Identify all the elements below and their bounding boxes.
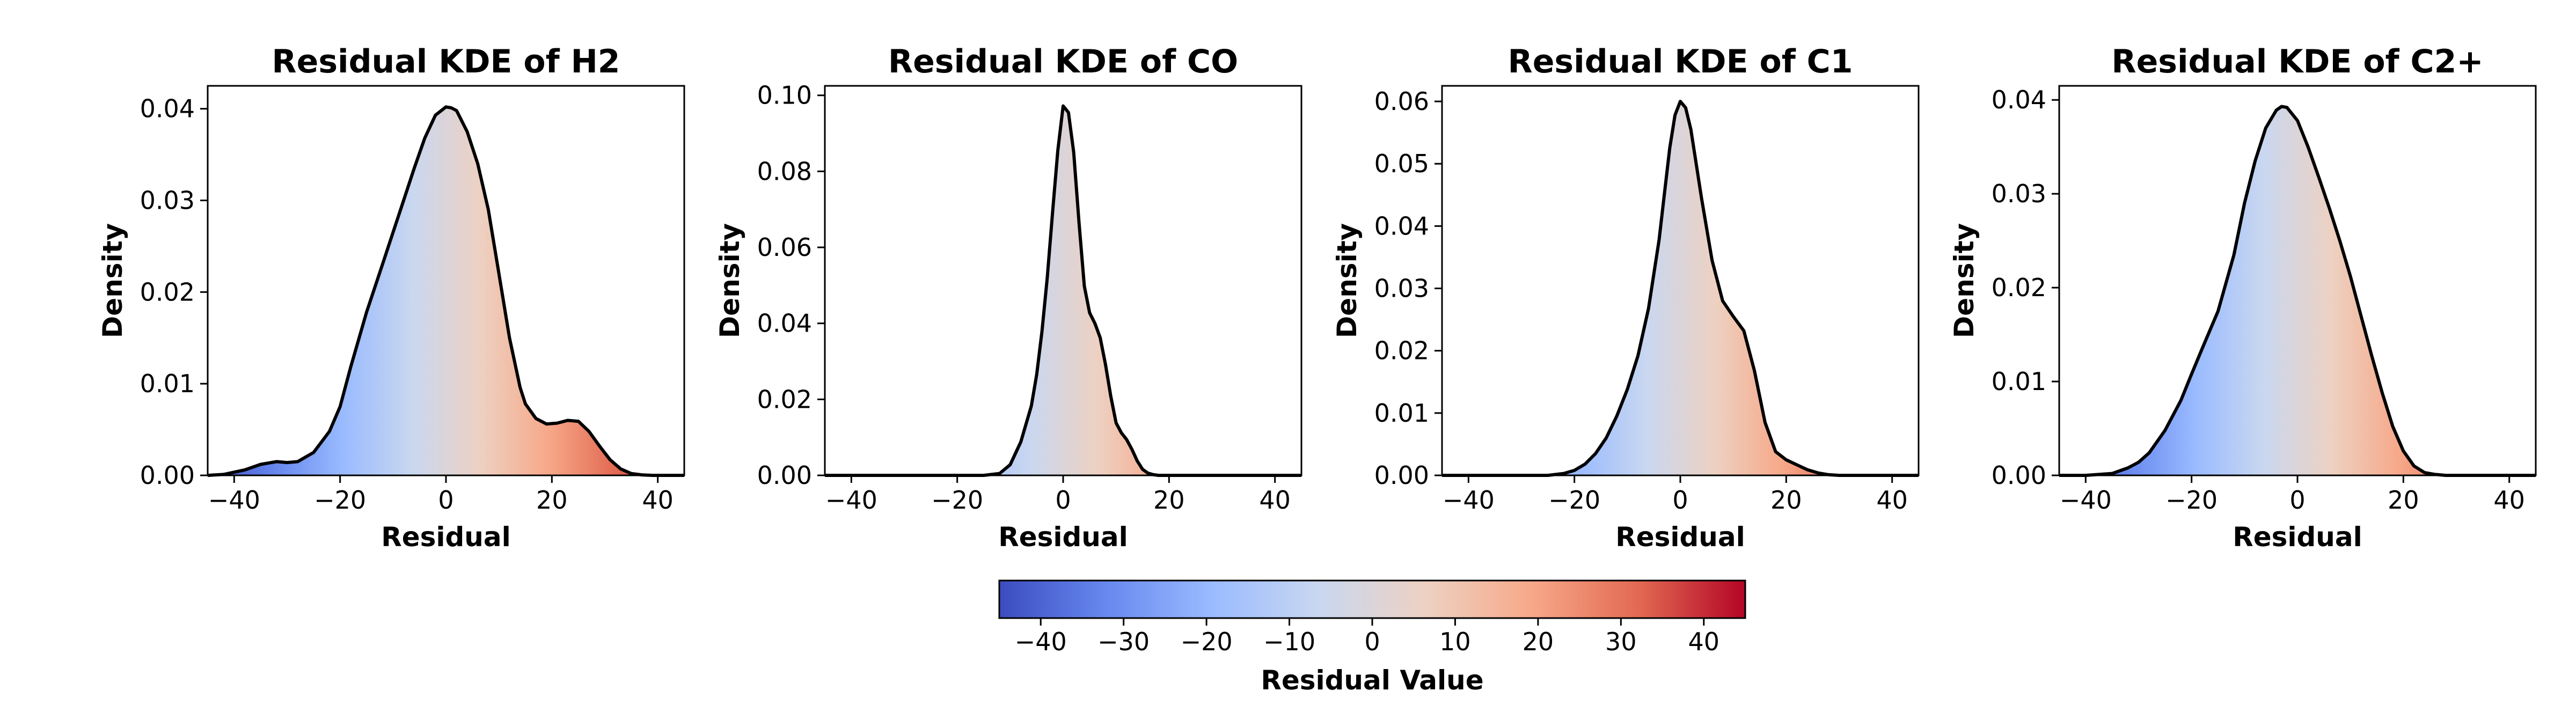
colorbar-tick-label: 0 — [1364, 627, 1380, 656]
x-tick-label: −40 — [1443, 486, 1495, 515]
kde-area — [208, 107, 684, 476]
x-axis-label: Residual — [998, 522, 1128, 553]
colorbar-label: Residual Value — [1261, 665, 1483, 696]
y-tick-label: 0.02 — [1992, 273, 2046, 302]
kde-panel-2: −40 −20 0 20 40 0.00 0.02 0.04 0.06 0.08 0.10 Resid… — [714, 43, 1302, 553]
kde-panel-1: −40 −20 0 20 40 0.00 0.01 0.02 0.03 0.04 Residual … — [97, 43, 685, 553]
y-tick-label: 0.01 — [140, 369, 195, 398]
x-tick-label: 0 — [438, 486, 453, 515]
x-tick-label: −40 — [208, 486, 260, 515]
kde-curve — [825, 104, 1301, 477]
y-tick-label: 0.00 — [757, 461, 812, 490]
chart-title: Residual KDE of C1 — [1508, 43, 1853, 80]
y-axis-label: Density — [97, 223, 128, 338]
kde-curve — [2059, 105, 2536, 477]
x-tick-label: −20 — [314, 486, 366, 515]
y-tick-label: 0.02 — [140, 277, 195, 306]
x-tick-label: 20 — [536, 486, 568, 515]
x-tick-label: −20 — [1548, 486, 1600, 515]
chart-title: Residual KDE of H2 — [272, 43, 620, 80]
kde-panel-4: −40 −20 0 20 40 0.00 0.01 0.02 0.03 0.04 Residual … — [1949, 43, 2537, 553]
colorbar-tick-label: 30 — [1605, 627, 1637, 656]
x-axis-label: Residual — [381, 522, 511, 553]
x-tick-label: 40 — [642, 486, 674, 515]
colorbar-tick-label: 10 — [1439, 627, 1471, 656]
x-tick-label: 20 — [1770, 486, 1802, 515]
x-tick-label: −20 — [2165, 486, 2218, 515]
y-tick-label: 0.00 — [1374, 461, 1429, 490]
y-tick-label: 0.02 — [757, 385, 812, 414]
y-tick-label: 0.00 — [140, 461, 195, 490]
chart-title: Residual KDE of C2+ — [2111, 43, 2483, 80]
x-tick-label: 40 — [1259, 486, 1291, 515]
x-tick-label: 0 — [2289, 486, 2305, 515]
x-tick-label: 20 — [1153, 486, 1185, 515]
colorbar-gradient — [998, 579, 1746, 619]
colorbar-tick-label: −40 — [1015, 627, 1067, 656]
y-tick-label: 0.06 — [757, 233, 812, 262]
y-axis-label: Density — [1949, 223, 1980, 338]
kde-panel-3: −40 −20 0 20 40 0.00 0.01 0.02 0.03 0.04 0.05 0.06 R… — [1331, 43, 1920, 553]
x-tick-label: 40 — [1876, 486, 1908, 515]
x-axis-label: Residual — [2233, 522, 2362, 553]
y-tick-label: 0.03 — [140, 186, 195, 215]
y-tick-label: 0.02 — [1374, 336, 1429, 365]
kde-area — [1442, 101, 1919, 475]
y-tick-label: 0.00 — [1992, 461, 2046, 490]
colorbar: −40 −30 −20 −10 0 10 20 30 40 Residual Value — [998, 579, 1746, 696]
y-tick-label: 0.04 — [757, 309, 812, 338]
y-tick-label: 0.01 — [1374, 399, 1429, 428]
y-tick-label: 0.04 — [140, 94, 195, 123]
x-tick-label: 20 — [2388, 486, 2419, 515]
y-tick-label: 0.06 — [1374, 87, 1429, 116]
y-tick-label: 0.03 — [1374, 274, 1429, 303]
y-tick-label: 0.05 — [1374, 149, 1429, 178]
y-axis-label: Density — [714, 223, 745, 338]
kde-curve — [207, 105, 684, 477]
y-axis-label: Density — [1331, 223, 1363, 338]
chart-title: Residual KDE of CO — [888, 43, 1238, 80]
kde-area — [2059, 106, 2536, 475]
colorbar-tick-label: −20 — [1181, 627, 1233, 656]
x-tick-label: 0 — [1055, 486, 1071, 515]
y-tick-label: 0.01 — [1992, 367, 2046, 396]
y-tick-label: 0.04 — [1374, 211, 1429, 240]
y-tick-label: 0.04 — [1992, 85, 2046, 114]
kde-area — [825, 106, 1301, 475]
x-tick-label: −20 — [931, 486, 983, 515]
kde-curve — [1442, 100, 1919, 477]
x-tick-label: −40 — [825, 486, 877, 515]
colorbar-tick-label: 40 — [1688, 627, 1720, 656]
x-tick-label: −40 — [2060, 486, 2112, 515]
colorbar-tick-label: 20 — [1523, 627, 1554, 656]
colorbar-tick-label: −10 — [1263, 627, 1315, 656]
x-tick-label: 40 — [2493, 486, 2525, 515]
y-tick-label: 0.10 — [757, 81, 812, 110]
x-axis-label: Residual — [1615, 522, 1745, 553]
colorbar-tick-label: −30 — [1097, 627, 1150, 656]
x-tick-label: 0 — [1672, 486, 1688, 515]
y-tick-label: 0.08 — [757, 157, 812, 186]
y-tick-label: 0.03 — [1992, 179, 2046, 208]
